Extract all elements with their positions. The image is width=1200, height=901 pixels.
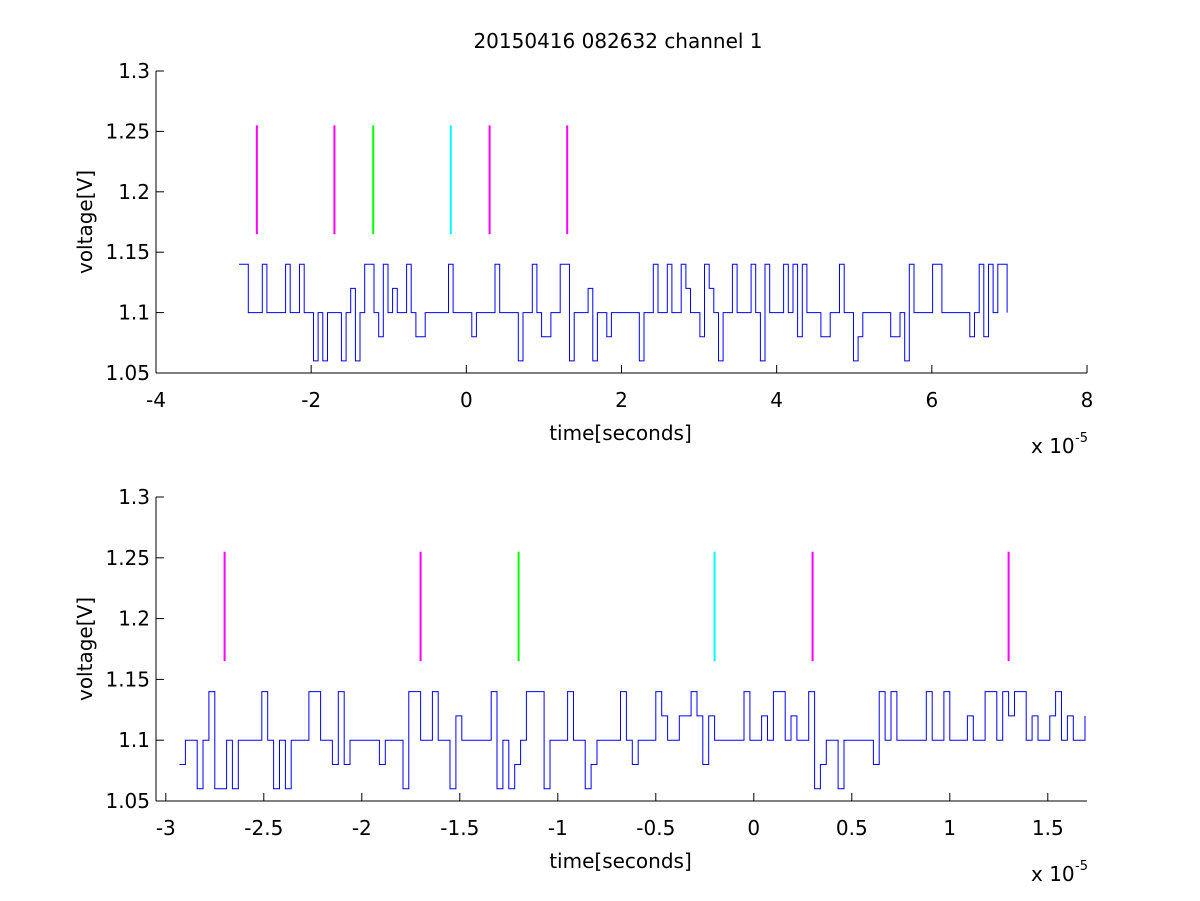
x-tick-label: -3 (156, 816, 176, 840)
y-tick-label: 1.05 (105, 361, 150, 385)
x-tick-label: -2 (352, 816, 372, 840)
x-tick-label: 2 (615, 388, 628, 412)
y-tick-label: 1.3 (118, 485, 150, 509)
plot-bottom: 1.05 1.1 1.15 1.2 1.25 1.3 -3 -2.5 -2 -1.5 -1 -0.5 0… (73, 485, 1088, 886)
x-exponent-label: x 10 (1031, 434, 1075, 458)
x-tick-label: -1.5 (440, 816, 479, 840)
y-tick-label: 1.2 (118, 607, 150, 631)
x-tick-label: 1 (943, 816, 956, 840)
y-tick-label: 1.2 (118, 180, 150, 204)
y-tick-label: 1.15 (105, 667, 150, 691)
y-tick-label: 1.25 (105, 546, 150, 570)
x-tick-label: -4 (146, 388, 166, 412)
y-axis-label: voltage[V] (73, 170, 97, 274)
y-tick-label: 1.1 (118, 301, 150, 325)
x-tick-label: 0 (747, 816, 760, 840)
x-tick-label: -2 (301, 388, 321, 412)
x-tick-label: 0.5 (836, 816, 868, 840)
x-tick-label: 1.5 (1032, 816, 1064, 840)
y-tick-label: 1.05 (105, 789, 150, 813)
chart-title: 20150416 082632 channel 1 (473, 29, 762, 53)
y-tick-label: 1.3 (118, 59, 150, 83)
x-axis-label: time[seconds] (549, 421, 692, 445)
x-tick-label: 0 (460, 388, 473, 412)
x-tick-label: 6 (925, 388, 938, 412)
y-tick-label: 1.25 (105, 119, 150, 143)
x-axis-label: time[seconds] (549, 849, 692, 873)
y-tick-label: 1.1 (118, 728, 150, 752)
signal-trace (239, 263, 1008, 362)
x-tick-label: -1 (548, 816, 568, 840)
x-exponent-power: -5 (1075, 431, 1088, 446)
x-exponent-label: x 10 (1031, 862, 1075, 886)
x-tick-label: 8 (1081, 388, 1094, 412)
plot-top: 1.05 1.1 1.15 1.2 1.25 1.3 -4 -2 0 2 4 6 8 time[secon… (73, 59, 1093, 458)
x-tick-label: -0.5 (636, 816, 675, 840)
y-tick-label: 1.15 (105, 240, 150, 264)
signal-trace (179, 691, 1086, 790)
x-exponent-power: -5 (1075, 859, 1088, 874)
x-tick-label: 4 (770, 388, 783, 412)
x-tick-label: -2.5 (244, 816, 283, 840)
y-axis-label: voltage[V] (73, 597, 97, 701)
